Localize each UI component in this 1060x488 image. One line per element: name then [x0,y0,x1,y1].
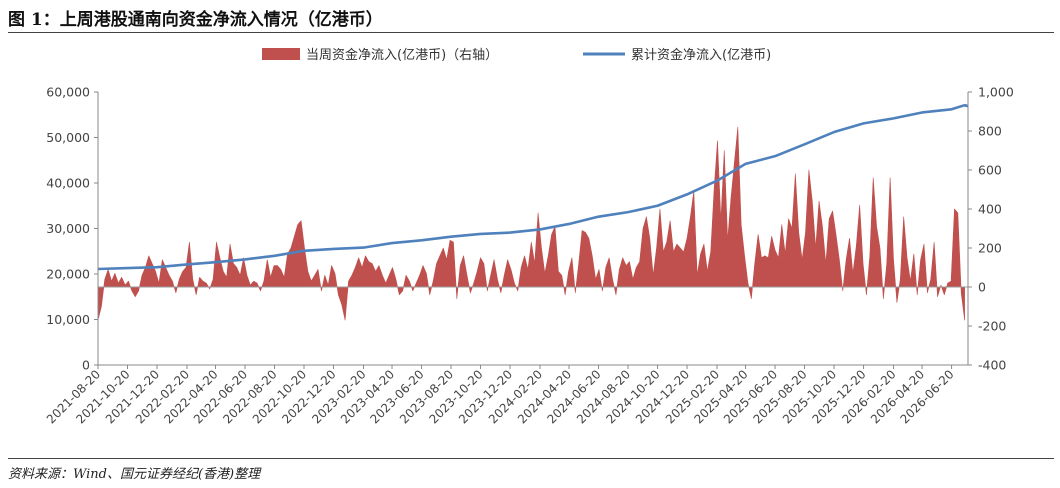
legend-swatch-weekly [262,48,300,60]
right-tick-label: 0 [978,280,986,295]
right-tick-label: 600 [978,163,1002,178]
left-tick-label: 10,000 [46,312,90,327]
right-tick-label: 200 [978,241,1002,256]
legend: 当周资金净流入(亿港币)（右轴） 累计资金净流入(亿港币) [262,47,771,63]
legend-label-weekly: 当周资金净流入(亿港币)（右轴） [306,47,498,63]
cumulative-line [97,103,969,271]
figure-title: 图 1：上周港股通南向资金净流入情况（亿港币） [8,10,383,30]
weekly-flow-area-group [97,126,965,321]
source-note: 资料来源：Wind、国元证券经纪(香港)整理 [8,467,261,482]
right-tick-label: -200 [978,319,1006,334]
left-tick-label: 20,000 [46,267,90,282]
left-tick-label: 40,000 [46,176,90,191]
legend-label-cumulative: 累计资金净流入(亿港币) [631,47,771,63]
left-tick-label: 50,000 [46,130,90,145]
right-tick-label: 800 [978,124,1002,139]
axes-group: 0 10,000 20,000 30,000 40,000 50,000 60,000 -40… [44,85,1014,427]
top-rule [8,32,1054,33]
left-tick-label: 30,000 [46,221,90,236]
bottom-rule [8,458,1054,459]
right-tick-label: -400 [978,358,1006,373]
right-tick-label: 1,000 [978,85,1014,100]
chart-svg: 当周资金净流入(亿港币)（右轴） 累计资金净流入(亿港币) 0 10,000 20,… [44,47,1014,427]
left-tick-label: 60,000 [46,85,90,100]
right-tick-label: 400 [978,202,1002,217]
weekly-flow-area [97,126,965,321]
cumulative-line-group [97,103,969,271]
left-tick-label: 0 [82,358,90,373]
